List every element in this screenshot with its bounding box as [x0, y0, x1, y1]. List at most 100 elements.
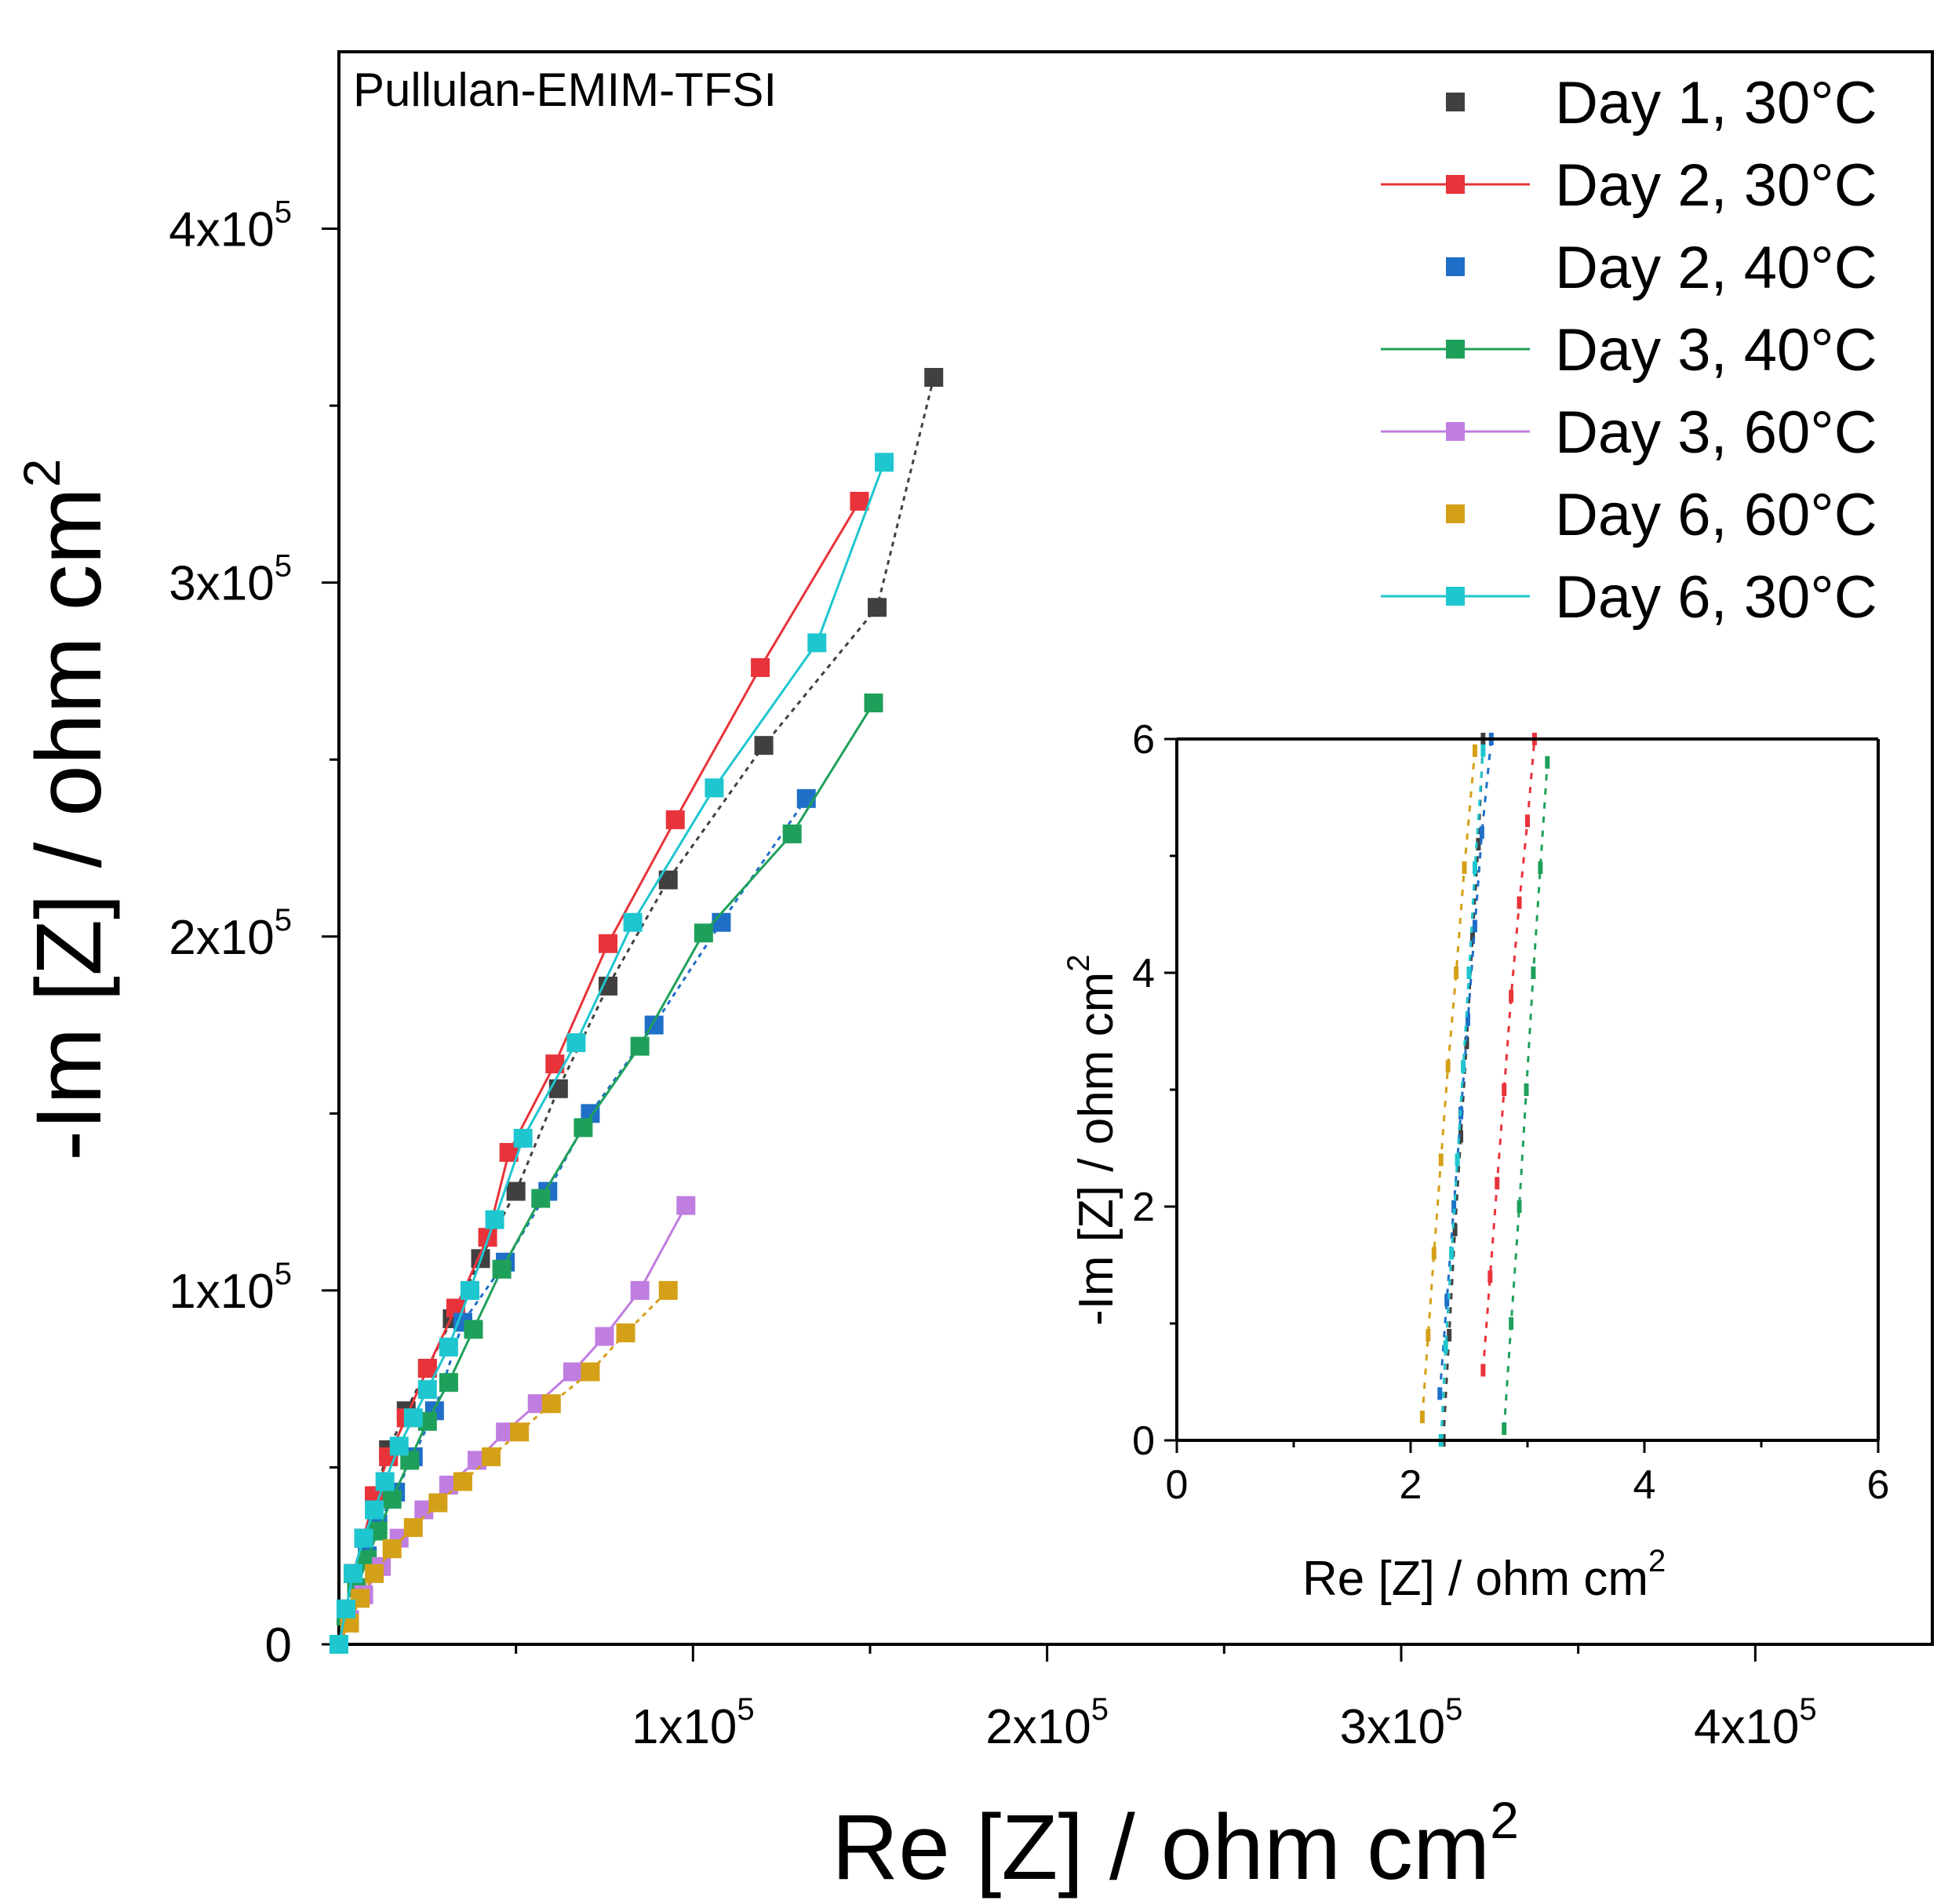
x-tick-label: 2x105 [985, 1692, 1109, 1754]
data-point [754, 736, 774, 755]
x-axis-title: Re [Z] / ohm cm2 [832, 1791, 1519, 1899]
data-point [439, 1338, 458, 1357]
data-point [439, 1373, 458, 1393]
data-point [506, 1181, 526, 1201]
data-point [796, 788, 816, 808]
inset-data-point [1495, 1177, 1500, 1190]
legend-marker [1446, 504, 1465, 523]
data-point [924, 368, 944, 388]
data-point [581, 1362, 600, 1382]
inset-data-point [1509, 989, 1514, 1003]
data-point [375, 1472, 395, 1491]
series-day-6-60-c [330, 1280, 678, 1654]
inset-data-point [1449, 1247, 1455, 1260]
inset-data-point [1472, 919, 1477, 933]
inset-data-point [1455, 1153, 1460, 1167]
inset-data-point [1419, 1411, 1425, 1424]
inset-x-tick-label: 6 [1867, 1462, 1890, 1508]
y-tick-label: 0 [265, 1618, 292, 1673]
data-point [694, 923, 713, 943]
data-point [351, 1589, 370, 1608]
inset-data-point [1525, 814, 1530, 828]
data-point [573, 1118, 593, 1138]
legend-label: Day 3, 60°C [1555, 399, 1877, 466]
legend-item-day-1-30-c: Day 1, 30°C [1446, 70, 1877, 137]
legend-marker [1446, 422, 1465, 441]
data-point [782, 824, 802, 843]
x-tick-label: 3x105 [1340, 1692, 1463, 1754]
inset-data-point [1444, 1294, 1450, 1307]
inset-data-point [1480, 744, 1486, 757]
data-point [453, 1472, 472, 1491]
data-point [492, 1259, 512, 1279]
inset-data-point [1509, 1317, 1514, 1330]
main-series-layer [330, 368, 944, 1654]
data-point [751, 657, 770, 677]
y-tick-label: 3x105 [169, 549, 292, 611]
inset-series-day-6-30-c [1438, 744, 1486, 1447]
inset-data-point [1502, 1422, 1507, 1436]
data-point [616, 1323, 635, 1343]
inset-data-point [1462, 861, 1467, 874]
legend-label: Day 6, 30°C [1555, 564, 1877, 631]
legend-item-day-3-60-c: Day 3, 60°C [1381, 399, 1877, 466]
data-point [658, 1280, 678, 1300]
inset-y-axis-title: -Im [Z] / ohm cm2 [1061, 955, 1123, 1326]
inset-x-tick-label: 0 [1166, 1462, 1189, 1508]
data-point [563, 1362, 582, 1382]
y-tick-label: 1x105 [169, 1257, 292, 1319]
inset-y-tick-label: 6 [1132, 717, 1155, 763]
legend-marker [1446, 257, 1465, 276]
data-point [337, 1599, 356, 1618]
inset-y-tick-label: 2 [1132, 1185, 1155, 1230]
inset-data-point [1438, 1153, 1444, 1167]
data-point [548, 1079, 568, 1098]
data-point [382, 1490, 402, 1509]
data-point [482, 1447, 501, 1466]
legend-item-day-6-30-c: Day 6, 30°C [1381, 564, 1877, 631]
inset-data-point [1451, 1200, 1457, 1213]
inset-series-line [1481, 738, 1536, 1371]
data-point [330, 1635, 348, 1654]
data-point [599, 976, 618, 996]
data-point [403, 1518, 423, 1538]
legend-label: Day 2, 30°C [1555, 152, 1877, 219]
inset-data-point [1466, 1013, 1471, 1026]
inset-data-point [1476, 838, 1481, 851]
legend-label: Day 6, 60°C [1555, 482, 1877, 548]
inset-tick-labels: 0 2 4 6 0 2 4 6 [1132, 717, 1889, 1508]
inset-data-point [1480, 1363, 1486, 1377]
inset-y-tick-label: 0 [1132, 1418, 1155, 1464]
inset-x-tick-label: 4 [1633, 1462, 1656, 1508]
inset-data-point [1437, 1387, 1443, 1400]
inset-data-point [1538, 861, 1543, 874]
inset-data-point [1479, 826, 1484, 839]
main-tick-labels: 1x105 2x105 3x105 4x105 0 1x105 2x105 3x105 4x10… [169, 195, 1816, 1754]
series-day-6-30-c [330, 453, 894, 1654]
data-point [665, 810, 685, 829]
legend-label: Day 1, 30°C [1555, 70, 1877, 137]
data-point [676, 1196, 696, 1215]
inset-series-day-6-60-c [1419, 744, 1477, 1424]
y-axis-title: -Im [Z] / ohm cm2 [13, 458, 121, 1161]
inset-data-point [1458, 1130, 1464, 1143]
inset-data-point [1472, 744, 1477, 757]
inset-data-point [1517, 1200, 1522, 1213]
inset-data-point [1452, 1223, 1458, 1236]
data-point [510, 1422, 530, 1442]
data-point [531, 1189, 551, 1208]
inset-data-point [1472, 861, 1477, 874]
legend-item-day-3-40-c: Day 3, 40°C [1381, 317, 1877, 384]
inset-series-line [1442, 738, 1484, 1441]
series-day-3-40-c [330, 694, 883, 1654]
data-point [389, 1436, 409, 1456]
legend-item-day-6-60-c: Day 6, 60°C [1446, 482, 1877, 548]
inset-data-point [1431, 1247, 1436, 1260]
data-point [630, 1036, 650, 1056]
x-tick-label: 4x105 [1694, 1692, 1817, 1754]
data-point [623, 912, 643, 932]
legend-item-day-2-30-c: Day 2, 30°C [1381, 152, 1877, 219]
main-plot-frame [337, 50, 1934, 1646]
legend: Day 1, 30°C Day 2, 30°C Day 2, 40°C Day 3, … [1381, 70, 1877, 631]
